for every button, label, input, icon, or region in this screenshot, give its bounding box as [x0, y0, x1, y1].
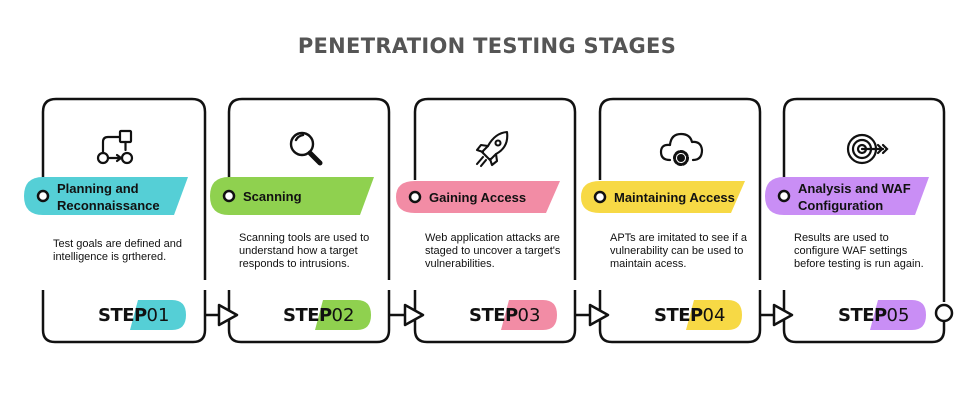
cloud-gear-icon — [659, 132, 704, 166]
step-pill-2 — [315, 300, 371, 330]
label-banner-3 — [396, 181, 560, 213]
step-pill-3 — [501, 300, 557, 330]
banner-dot-3 — [408, 190, 422, 204]
banner-dot-1 — [36, 189, 50, 203]
stage-label-1: Planning and Reconnaissance — [57, 181, 160, 213]
stage-label-4: Maintaining Access — [614, 190, 735, 205]
arrow-3-4 — [588, 303, 610, 327]
card-outline-2 — [227, 97, 391, 280]
step-pill-4 — [686, 300, 742, 330]
step-pill-5 — [870, 300, 926, 330]
card-outline-3 — [413, 97, 577, 280]
stage-description-2: Scanning tools are used to understand ho… — [239, 232, 370, 270]
step-word-4: STEP — [654, 305, 703, 326]
stage-label-3: Gaining Access — [429, 190, 527, 205]
stage-description-1: Test goals are defined and intelligence … — [53, 238, 183, 263]
banner-dot-4 — [593, 190, 607, 204]
magnifier-icon — [289, 131, 323, 166]
arrow-4-5 — [772, 303, 794, 327]
step-word-5: STEP — [838, 305, 887, 326]
stage-label-2: Scanning — [243, 189, 302, 204]
target-icon — [846, 133, 889, 165]
step-number-4: 04 — [702, 305, 726, 326]
stage-label-5: Analysis and WAF Configuration — [798, 181, 911, 213]
step-number-2: 02 — [331, 305, 355, 326]
step-container-4 — [598, 290, 762, 344]
step-word-2: STEP — [283, 305, 332, 326]
step-pill-1 — [130, 300, 186, 330]
step-container-3 — [413, 290, 577, 344]
step-container-5 — [782, 290, 946, 344]
step-container-2 — [227, 290, 391, 344]
step-number-5: 05 — [886, 305, 910, 326]
rocket-icon — [475, 130, 509, 168]
step-word-1: STEP — [98, 305, 147, 326]
stage-description-3: Web application attacks are staged to un… — [425, 232, 561, 270]
step-number-1: 01 — [146, 305, 170, 326]
card-outline-5 — [782, 97, 946, 302]
label-banners — [24, 177, 929, 215]
step-number-3: 03 — [517, 305, 541, 326]
banner-dot-5 — [777, 189, 791, 203]
banner-dot-2 — [222, 189, 236, 203]
label-banner-4 — [581, 181, 745, 213]
flowchart-icon — [96, 129, 134, 165]
page-title: PENETRATION TESTING STAGES — [297, 34, 677, 58]
arrow-1-2 — [217, 303, 239, 327]
label-banner-1 — [24, 177, 188, 215]
label-banner-5 — [765, 177, 929, 215]
stage-description-5: Results are used to configure WAF settin… — [794, 232, 924, 270]
label-banner-2 — [210, 177, 374, 215]
step-word-3: STEP — [469, 305, 518, 326]
card-outline-4 — [598, 97, 762, 280]
stage-description-4: APTs are imitated to see if a vulnerabil… — [610, 232, 747, 270]
arrow-2-3 — [403, 303, 425, 327]
step-container-1 — [41, 290, 207, 344]
card-outline-1 — [41, 97, 207, 280]
end-node — [934, 303, 954, 323]
